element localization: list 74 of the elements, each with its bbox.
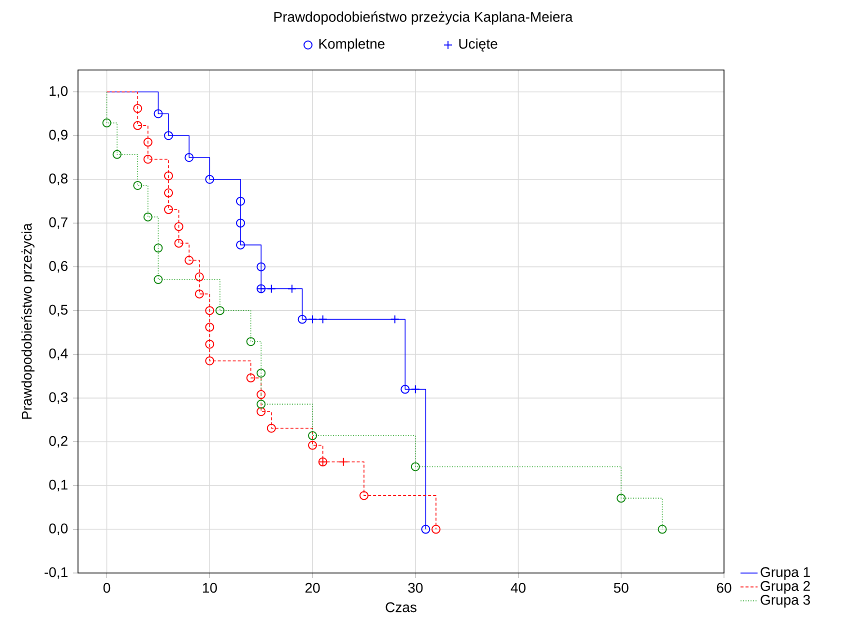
point (256, 400, 266, 409)
point (143, 212, 152, 222)
point (431, 524, 440, 534)
point (154, 275, 163, 284)
legend-label: Kompletne (319, 38, 385, 52)
x-axis-title: Czas (386, 602, 416, 612)
point (421, 524, 430, 534)
y-tick-label: 0,7 (49, 217, 68, 229)
point (236, 218, 246, 228)
legend-label: Grupa 2 (760, 581, 810, 594)
point (184, 256, 194, 265)
point (164, 188, 174, 198)
point (154, 244, 163, 253)
point (174, 222, 184, 232)
y-tick-label: 0,8 (49, 174, 68, 186)
point (102, 118, 112, 128)
point (133, 180, 142, 190)
point (164, 131, 174, 140)
chart-title: Prawdopodobieństwo przeżycia Kaplana-Meiera (274, 11, 573, 25)
point (246, 337, 256, 346)
point (616, 494, 626, 503)
point (359, 491, 368, 500)
x-tick-label: 40 (510, 582, 526, 593)
point (236, 196, 246, 206)
point (256, 407, 266, 416)
point (658, 524, 667, 534)
point (256, 368, 266, 378)
point (256, 390, 266, 400)
y-tick-label: 0,2 (49, 436, 68, 448)
point (164, 205, 174, 214)
point (205, 322, 214, 332)
point (308, 431, 318, 440)
point (164, 171, 174, 180)
point (205, 306, 214, 316)
x-tick-label: 50 (614, 582, 628, 593)
point (194, 272, 204, 282)
point (143, 138, 152, 147)
point (205, 174, 214, 184)
point (338, 457, 348, 466)
x-tick-label: 30 (408, 582, 423, 593)
point (236, 240, 246, 250)
x-tick-label: 20 (305, 582, 320, 593)
y-tick-label: 0,3 (49, 392, 68, 404)
y-tick-label: 0,6 (49, 261, 68, 273)
point (143, 154, 152, 164)
point (174, 238, 184, 248)
x-tick-label: 10 (202, 582, 217, 593)
point (112, 150, 122, 159)
y-tick-label: 0,1 (49, 480, 68, 492)
x-tick-label: 60 (716, 582, 732, 593)
point (133, 104, 142, 113)
y-axis-title: Prawdopodobieństwo przeżycia (21, 223, 34, 419)
point (266, 424, 276, 433)
point (194, 289, 204, 298)
legend-label: Grupa 1 (760, 567, 810, 580)
y-tick-label: 0,0 (49, 523, 68, 536)
point (256, 262, 266, 272)
y-tick-label: 0,5 (49, 304, 68, 316)
x-tick-label: 0 (103, 582, 110, 593)
y-tick-label: 0,4 (49, 348, 68, 360)
legend-label: Ucięte (459, 38, 498, 52)
y-tick-label: 0,9 (49, 130, 68, 142)
y-tick-label: 1,0 (50, 86, 68, 98)
point (133, 121, 142, 130)
point (205, 340, 214, 349)
point (184, 152, 194, 162)
point (154, 109, 163, 118)
y-tick-label: -0,1 (44, 567, 68, 579)
point (246, 373, 256, 382)
point (205, 356, 214, 366)
legend-label: Grupa 3 (760, 594, 810, 608)
point (410, 462, 420, 472)
point (308, 440, 318, 450)
point (215, 306, 224, 316)
